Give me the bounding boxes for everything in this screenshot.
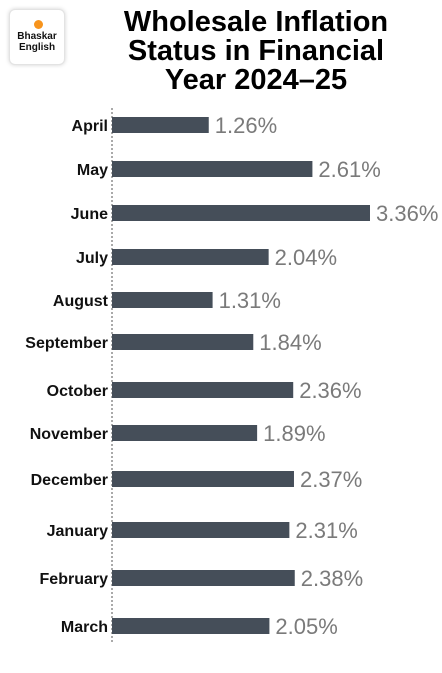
bar (112, 292, 213, 308)
bhaskar-english-logo: Bhaskar English (9, 9, 65, 65)
chart-title-line3: Year 2024–25 (164, 64, 348, 96)
data-label: 2.04% (275, 245, 337, 270)
category-label: July (76, 250, 108, 267)
chart-title-line1: Wholesale Inflation (123, 6, 389, 38)
bar (112, 522, 290, 538)
data-label: 1.26% (215, 113, 277, 138)
logo-text-line2: English (18, 42, 56, 53)
bar (112, 334, 254, 350)
category-label: May (77, 162, 108, 179)
bar (112, 205, 370, 221)
data-label: 2.37% (300, 467, 362, 492)
category-label: October (47, 383, 108, 400)
logo-text-line1: Bhaskar (17, 31, 57, 42)
bar (112, 471, 294, 487)
bar (112, 117, 209, 133)
logo-dot-icon (34, 20, 43, 29)
data-label: 3.36% (376, 201, 438, 226)
bar (112, 249, 269, 265)
chart-title: Wholesale Inflation Status in Financial … (70, 8, 442, 95)
category-label: February (40, 571, 109, 588)
bar (112, 425, 258, 441)
data-label: 2.61% (318, 157, 380, 182)
bar (112, 570, 295, 586)
data-label: 1.89% (263, 421, 325, 446)
data-label: 2.36% (299, 378, 361, 403)
bar (112, 382, 294, 398)
category-label: June (71, 206, 108, 223)
category-label: January (47, 523, 108, 540)
chart-title-line2: Status in Financial (127, 35, 385, 67)
data-label: 2.05% (275, 614, 337, 639)
category-label: September (25, 335, 108, 352)
bar (112, 618, 270, 634)
category-label: December (31, 472, 108, 489)
data-label: 2.31% (295, 518, 357, 543)
category-label: August (53, 293, 109, 310)
category-label: April (72, 118, 108, 135)
data-label: 1.31% (219, 288, 281, 313)
category-label: November (30, 426, 108, 443)
data-label: 2.38% (301, 566, 363, 591)
bar (112, 161, 313, 177)
data-label: 1.84% (259, 330, 321, 355)
category-label: March (61, 619, 108, 636)
